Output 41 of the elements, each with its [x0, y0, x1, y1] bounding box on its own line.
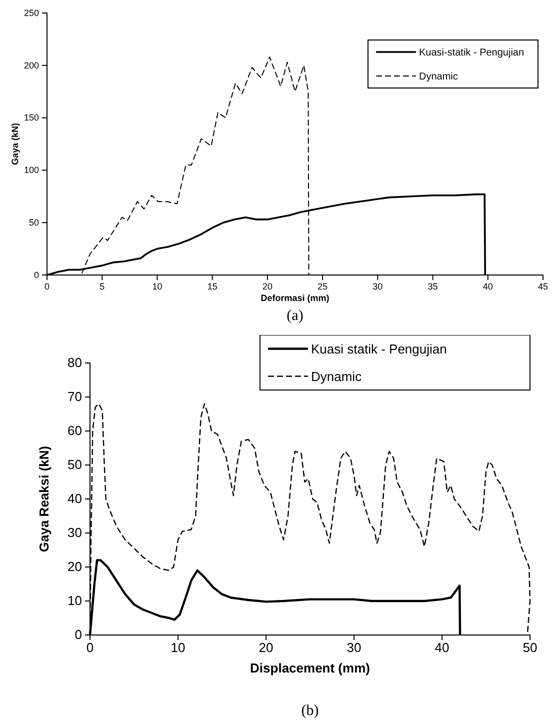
- y-tick-label: 30: [68, 525, 82, 540]
- x-tick-label: 35: [428, 281, 438, 292]
- x-axis-title: Displacement (mm): [250, 660, 370, 676]
- legend-label: Dynamic: [419, 72, 458, 82]
- y-tick-label: 10: [68, 593, 82, 608]
- x-tick-label: 20: [262, 281, 272, 292]
- y-tick-label: 0: [34, 270, 39, 280]
- text: (b): [301, 703, 319, 719]
- y-tick-label: 100: [24, 165, 39, 176]
- legend-label: Kuasi-statik - Pengujian: [419, 48, 524, 58]
- y-tick-label: 150: [24, 112, 39, 123]
- y-tick-label: 80: [68, 355, 82, 370]
- y-tick-label: 250: [24, 8, 39, 18]
- text: (a): [286, 308, 304, 324]
- x-tick-label: 10: [170, 640, 186, 656]
- y-tick-label: 50: [28, 217, 39, 228]
- x-tick-label: 45: [538, 281, 548, 292]
- x-tick-label: 40: [434, 640, 450, 656]
- y-axis-title: Gaya (kN): [10, 122, 20, 166]
- y-tick-label: 20: [68, 559, 82, 574]
- x-tick-label: 20: [258, 640, 274, 656]
- x-tick-label: 30: [346, 640, 362, 656]
- x-tick-label: 0: [86, 640, 94, 656]
- y-tick-label: 70: [68, 389, 82, 404]
- x-tick-label: 5: [100, 281, 105, 292]
- x-tick-label: 15: [207, 281, 218, 292]
- y-tick-label: 50: [68, 457, 82, 472]
- x-tick-label: 25: [318, 281, 328, 292]
- x-axis-title: Deformasi (mm): [260, 293, 330, 304]
- y-tick-label: 60: [68, 423, 82, 438]
- x-tick-label: 30: [372, 281, 383, 292]
- x-tick-label: 0: [44, 281, 50, 292]
- x-tick-label: 50: [522, 640, 538, 656]
- legend-label: Kuasi statik - Pengujian: [311, 341, 447, 356]
- x-tick-label: 40: [482, 281, 493, 292]
- legend-label: Dynamic: [311, 368, 362, 384]
- x-tick-label: 10: [152, 281, 162, 292]
- y-tick-label: 200: [24, 60, 39, 70]
- y-tick-label: 40: [68, 491, 82, 506]
- y-tick-label: 0: [74, 627, 82, 642]
- y-axis-title: Gaya Reaksi (kN): [36, 446, 52, 552]
